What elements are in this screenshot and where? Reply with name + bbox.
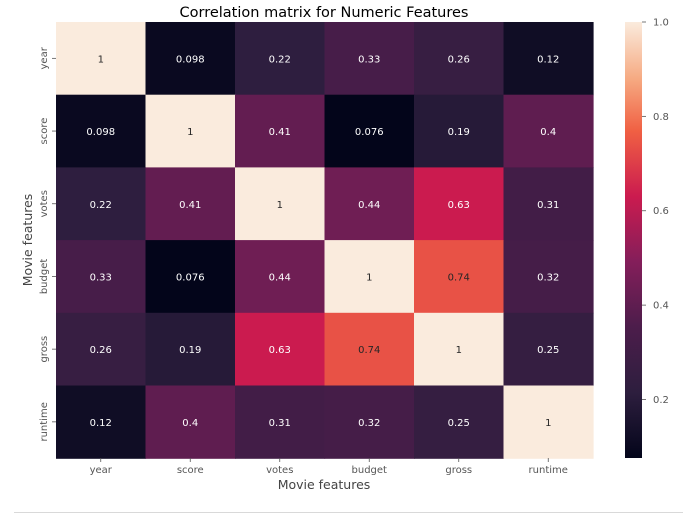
heatmap-cell xyxy=(324,312,415,387)
heatmap-cell xyxy=(324,167,415,241)
heatmap-cell xyxy=(414,167,505,241)
cell-value-label: 0.25 xyxy=(537,345,559,356)
x-tick-label: year xyxy=(90,465,113,476)
heatmap-cell xyxy=(145,385,236,459)
cell-value-label: 0.22 xyxy=(90,200,112,211)
colorbar-ticks: 0.2 0.4 0.6 0.8 1.0 xyxy=(642,18,669,406)
cell-value-label: 0.12 xyxy=(90,418,112,429)
cell-value-label: 1 xyxy=(277,200,283,211)
heatmap-cells: 1 0.098 0.22 0.33 0.26 0.120.098 1 0.41 0.076 0.1… xyxy=(56,22,594,459)
heatmap-cell xyxy=(145,22,236,96)
heatmap-cell xyxy=(56,240,147,314)
x-tick-label: gross xyxy=(445,465,472,476)
cell-value-label: 0.41 xyxy=(179,200,201,211)
cell-value-label: 1 xyxy=(545,418,551,429)
colorbar-tick-label: 0.8 xyxy=(653,112,669,123)
y-axis-label: Movie features xyxy=(20,194,35,287)
y-tick-label: score xyxy=(39,118,50,145)
cell-value-label: 0.076 xyxy=(176,272,205,283)
cell-value-label: 0.63 xyxy=(448,200,470,211)
cell-value-label: 0.74 xyxy=(358,345,380,356)
cell-value-label: 0.4 xyxy=(182,418,198,429)
cell-value-label: 1 xyxy=(456,345,462,356)
heatmap-cell xyxy=(145,94,236,168)
cell-value-label: 0.33 xyxy=(90,272,112,283)
cell-value-label: 0.19 xyxy=(448,127,470,138)
divider xyxy=(14,512,683,513)
cell-value-label: 0.44 xyxy=(269,272,291,283)
heatmap-cell xyxy=(235,94,326,168)
heatmap-cell xyxy=(235,22,326,96)
heatmap-cell xyxy=(56,167,147,241)
y-axis-ticks: year score votes budget gross runtime xyxy=(39,46,56,442)
heatmap-cell xyxy=(324,22,415,96)
colorbar-tick-label: 1.0 xyxy=(653,18,669,29)
colorbar-tick-label: 0.6 xyxy=(653,206,669,217)
heatmap-cell xyxy=(235,385,326,459)
heatmap-cell xyxy=(56,385,147,459)
x-axis-ticks: year score votes budget gross runtime xyxy=(90,458,568,476)
colorbar xyxy=(625,22,642,458)
cell-value-label: 1 xyxy=(187,127,193,138)
cell-value-label: 0.41 xyxy=(269,127,291,138)
cell-value-label: 0.098 xyxy=(86,127,115,138)
heatmap-cell xyxy=(324,385,415,459)
heatmap-cell xyxy=(145,167,236,241)
y-tick-label: gross xyxy=(39,336,50,363)
cell-value-label: 0.31 xyxy=(537,200,559,211)
cell-value-label: 0.32 xyxy=(358,418,380,429)
heatmap-cell xyxy=(145,312,236,387)
cell-value-label: 1 xyxy=(366,272,372,283)
colorbar-tick-label: 0.4 xyxy=(653,301,669,312)
heatmap-cell xyxy=(414,22,505,96)
heatmap-cell xyxy=(235,240,326,314)
heatmap-cell xyxy=(503,240,594,314)
cell-value-label: 0.12 xyxy=(537,54,559,65)
cell-value-label: 1 xyxy=(98,54,104,65)
cell-value-label: 0.63 xyxy=(269,345,291,356)
chart-title: Correlation matrix for Numeric Features xyxy=(180,5,469,21)
cell-value-label: 0.44 xyxy=(358,200,380,211)
y-tick-label: votes xyxy=(39,190,50,217)
heatmap-cell xyxy=(145,240,236,314)
heatmap-cell xyxy=(503,94,594,168)
y-tick-label: budget xyxy=(39,259,50,295)
heatmap-cell xyxy=(56,94,147,168)
cell-value-label: 0.26 xyxy=(448,54,470,65)
cell-value-label: 0.19 xyxy=(179,345,201,356)
heatmap-cell xyxy=(503,22,594,96)
heatmap-cell xyxy=(324,240,415,314)
heatmap-cell xyxy=(56,312,147,387)
x-tick-label: score xyxy=(177,465,204,476)
heatmap-cell xyxy=(414,94,505,168)
y-tick-label: year xyxy=(39,46,50,69)
heatmap-cell xyxy=(503,167,594,241)
cell-value-label: 0.076 xyxy=(355,127,384,138)
heatmap-cell xyxy=(503,312,594,387)
colorbar-tick-label: 0.2 xyxy=(653,395,669,406)
heatmap-cell xyxy=(324,94,415,168)
cell-value-label: 0.25 xyxy=(448,418,470,429)
cell-value-label: 0.74 xyxy=(448,272,470,283)
y-tick-label: runtime xyxy=(39,402,50,441)
cell-value-label: 0.33 xyxy=(358,54,380,65)
cell-value-label: 0.31 xyxy=(269,418,291,429)
heatmap-cell xyxy=(503,385,594,459)
heatmap-cell xyxy=(414,385,505,459)
heatmap-cell xyxy=(414,312,505,387)
cell-value-label: 0.22 xyxy=(269,54,291,65)
x-tick-label: budget xyxy=(352,465,388,476)
heatmap-cell xyxy=(414,240,505,314)
x-axis-label: Movie features xyxy=(278,477,371,492)
x-tick-label: runtime xyxy=(529,465,568,476)
heatmap-cell xyxy=(235,167,326,241)
cell-value-label: 0.26 xyxy=(90,345,112,356)
heatmap-cell xyxy=(56,22,147,96)
cell-value-label: 0.32 xyxy=(537,272,559,283)
heatmap-cell xyxy=(235,312,326,387)
x-tick-label: votes xyxy=(266,465,293,476)
cell-value-label: 0.4 xyxy=(540,127,556,138)
cell-value-label: 0.098 xyxy=(176,54,205,65)
